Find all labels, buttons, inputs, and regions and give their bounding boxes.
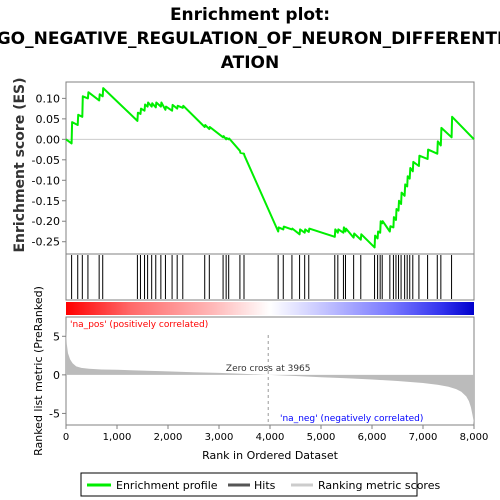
es-plot-area <box>65 81 475 255</box>
zero-cross-label: Zero cross at 3965 <box>226 364 311 374</box>
x-tick-label: 8,000 <box>460 432 489 443</box>
x-axis-label: Rank in Ordered Dataset <box>202 449 339 462</box>
x-tick-label: 0 <box>63 432 69 443</box>
chart-title-line-3: ATION <box>221 53 279 73</box>
es-y-tick-label: 0.00 <box>36 133 61 146</box>
metric-y-axis: 5 0 -5 <box>49 330 66 420</box>
chart-title-line-2: GO_NEGATIVE_REGULATION_OF_NEURON_DIFFERE… <box>0 29 500 49</box>
metric-y-axis-label: Ranked list metric (PreRanked) <box>32 286 45 456</box>
hits-marks <box>71 255 453 299</box>
es-y-tick-label: -0.05 <box>32 154 60 167</box>
chart-title-line-1: Enrichment plot: <box>170 5 330 25</box>
x-tick-label: 3,000 <box>205 432 234 443</box>
hits-panel <box>65 253 475 301</box>
enrichment-profile-line <box>65 87 475 249</box>
x-axis: 0 1,000 2,000 3,000 4,000 5,000 6,000 7,000 8,00… <box>63 425 489 443</box>
es-y-tick-label: 0.05 <box>36 113 61 126</box>
es-y-tick-label: -0.20 <box>32 215 60 228</box>
metric-y-tick-label: -5 <box>49 407 60 420</box>
legend-metric-label: Ranking metric scores <box>318 479 440 492</box>
x-tick-label: 1,000 <box>103 432 132 443</box>
x-tick-label: 4,000 <box>256 432 285 443</box>
legend: Enrichment profile Hits Ranking metric s… <box>80 472 440 497</box>
ranking-metric-area <box>66 328 474 424</box>
x-tick-label: 5,000 <box>307 432 336 443</box>
es-y-tick-label: 0.10 <box>36 92 61 105</box>
legend-es-label: Enrichment profile <box>116 479 218 492</box>
legend-hits-label: Hits <box>254 479 276 492</box>
x-tick-label: 6,000 <box>358 432 387 443</box>
es-y-axis: 0.10 0.05 0.00 -0.05 -0.10 -0.15 -0.20 -0.25 <box>32 92 66 249</box>
es-y-tick-label: -0.10 <box>32 174 60 187</box>
ranking-heat-bar <box>66 302 474 315</box>
es-panel: 0.10 0.05 0.00 -0.05 -0.10 -0.15 -0.20 -0.25 En… <box>12 77 475 255</box>
x-tick-label: 2,000 <box>154 432 183 443</box>
es-y-tick-label: -0.25 <box>32 236 60 249</box>
es-y-tick-label: -0.15 <box>32 195 60 208</box>
metric-panel: 'na_pos' (positively correlated) Zero cr… <box>32 286 475 456</box>
es-y-axis-label: Enrichment score (ES) <box>12 77 28 252</box>
hits-area <box>65 253 475 301</box>
neg-label: 'na_neg' (negatively correlated) <box>280 414 423 424</box>
metric-y-tick-label: 0 <box>53 369 60 382</box>
pos-label: 'na_pos' (positively correlated) <box>70 320 208 330</box>
x-tick-label: 7,000 <box>409 432 438 443</box>
metric-y-tick-label: 5 <box>53 330 60 343</box>
